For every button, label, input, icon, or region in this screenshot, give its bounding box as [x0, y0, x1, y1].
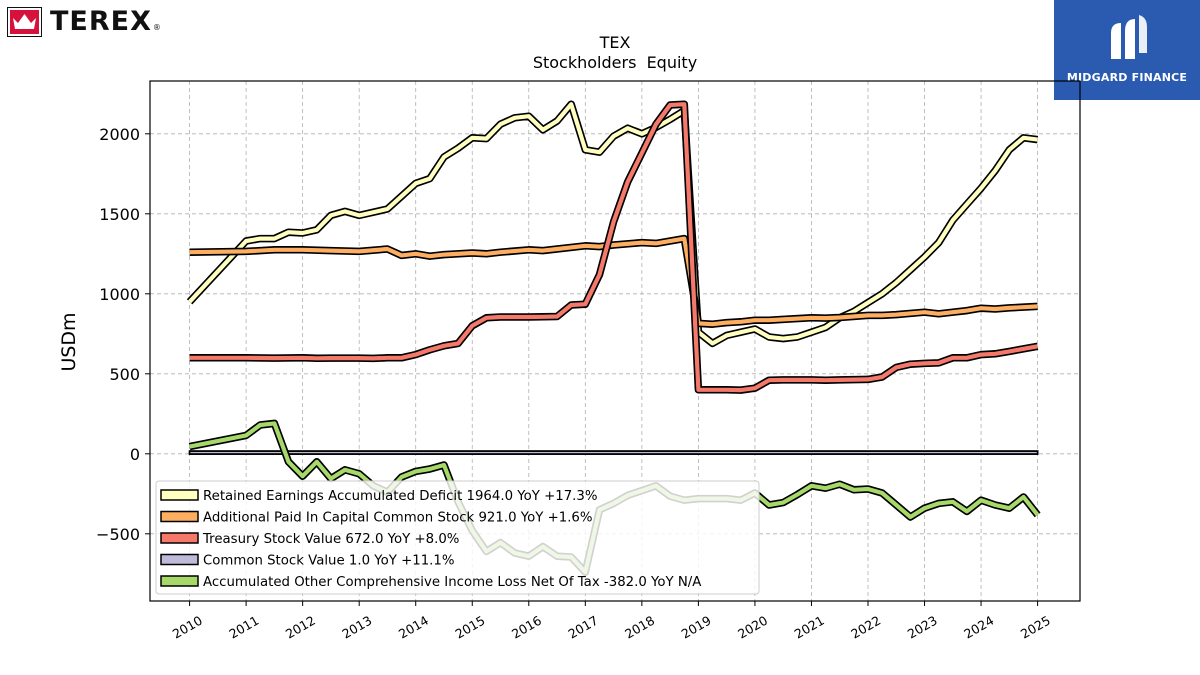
legend-box — [155, 480, 760, 595]
x-tick-label: 2023 — [905, 613, 940, 642]
legend-swatch — [160, 510, 199, 523]
y-tick-label: 2000 — [99, 125, 140, 144]
x-tick-label: 2011 — [226, 613, 261, 642]
series-retained-earnings-accumulated-deficit-line — [188, 102, 1038, 346]
midgard-finance-watermark: MIDGARD FINANCE — [1054, 0, 1200, 100]
chart-title: TEX — [599, 33, 631, 52]
y-tick-label: 1000 — [99, 285, 140, 304]
x-tick-label: 2018 — [622, 613, 657, 642]
legend-swatch — [160, 553, 199, 566]
series-additional-paid-in-capital-common-stock — [189, 234, 1038, 328]
legend-label: Treasury Stock Value 672.0 YoY +8.0% — [202, 532, 459, 547]
registered-mark: ® — [152, 23, 161, 32]
legend-item-retained-earnings-accumulated-deficit: Retained Earnings Accumulated Deficit 19… — [160, 489, 598, 504]
legend-item-additional-paid-in-capital-common-stock: Additional Paid In Capital Common Stock … — [160, 510, 593, 526]
legend-item-accumulated-other-comprehensive-income-loss-net-of-tax: Accumulated Other Comprehensive Income L… — [160, 575, 701, 590]
series-treasury-stock-value — [189, 100, 1039, 394]
x-tick-label: 2016 — [509, 613, 544, 642]
chart-subtitle: Stockholders Equity — [533, 53, 697, 72]
x-tick-label: 2020 — [735, 613, 770, 642]
legend-item-common-stock-value: Common Stock Value 1.0 YoY +11.1% — [160, 553, 454, 569]
y-tick-label: −500 — [96, 525, 140, 544]
y-tick-label: 0 — [130, 445, 140, 464]
x-tick-label: 2010 — [170, 613, 205, 642]
legend-swatch — [160, 575, 199, 587]
legend-label: Additional Paid In Capital Common Stock … — [203, 511, 593, 526]
terex-logo: TEREX ® — [7, 6, 161, 38]
x-tick-label: 2012 — [283, 613, 318, 642]
legend-swatch — [160, 489, 199, 501]
series-common-stock-value — [188, 450, 1039, 455]
legend: Retained Earnings Accumulated Deficit 19… — [155, 480, 760, 595]
y-tick-label: 500 — [109, 365, 140, 384]
y-tick-label: 1500 — [99, 205, 140, 224]
x-tick-label: 2017 — [566, 613, 601, 642]
plot-frame — [149, 80, 1081, 602]
x-tick-label: 2024 — [961, 613, 996, 642]
watermark-text: MIDGARD FINANCE — [1066, 71, 1188, 84]
series-retained-earnings-accumulated-deficit — [186, 100, 1039, 348]
x-tick-label: 2022 — [848, 613, 883, 642]
y-axis-label: USDm — [58, 312, 80, 371]
terex-crown-icon — [7, 7, 42, 37]
company-name: TEREX — [50, 6, 152, 37]
midgard-m-icon — [1111, 15, 1147, 59]
legend-swatch — [160, 532, 199, 544]
x-tick-label: 2014 — [396, 613, 431, 642]
x-tick-label: 2025 — [1018, 613, 1053, 642]
legend-label: Accumulated Other Comprehensive Income L… — [203, 575, 701, 590]
x-tick-label: 2013 — [339, 613, 374, 642]
legend-item-treasury-stock-value: Treasury Stock Value 672.0 YoY +8.0% — [160, 532, 459, 547]
x-tick-label: 2019 — [679, 613, 714, 642]
series-additional-paid-in-capital-common-stock-line — [189, 236, 1038, 327]
x-tick-label: 2015 — [452, 613, 487, 642]
legend-label: Retained Earnings Accumulated Deficit 19… — [203, 489, 598, 504]
series-treasury-stock-value-line — [189, 102, 1038, 393]
x-tick-label: 2021 — [792, 613, 827, 642]
legend-label: Common Stock Value 1.0 YoY +11.1% — [203, 554, 454, 569]
